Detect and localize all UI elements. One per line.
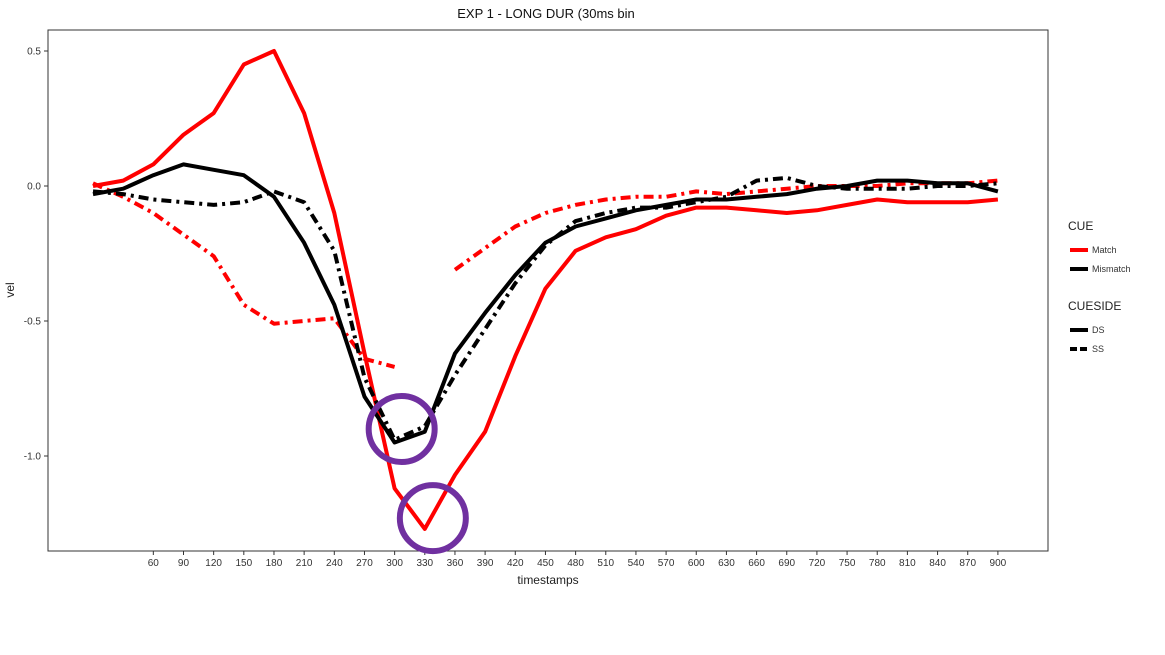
series-line-mismatch-ss <box>92 175 999 442</box>
series-line-match-ds <box>92 49 999 531</box>
x-tick-label: 840 <box>929 558 946 569</box>
x-tick-label: 390 <box>477 558 494 569</box>
y-tick-label: -0.5 <box>24 317 42 328</box>
x-tick-label: 720 <box>809 558 826 569</box>
chart-title: EXP 1 - LONG DUR (30ms bin <box>457 6 634 21</box>
x-axis: 60 90 120 150 180 210 240 270 300 330 360 390 420 450… <box>148 551 1007 569</box>
series-line-match-ss <box>453 178 999 272</box>
x-tick-label: 750 <box>839 558 856 569</box>
legend-title-cueside: CUESIDE <box>1068 299 1121 313</box>
x-tick-label: 60 <box>148 558 160 569</box>
plot-frame <box>47 29 1049 552</box>
x-tick-label: 150 <box>235 558 252 569</box>
legend-title-cue: CUE <box>1068 219 1093 233</box>
highlight-circle <box>396 482 469 555</box>
x-tick-label: 180 <box>266 558 283 569</box>
series-line-mismatch-ds <box>92 162 999 445</box>
y-axis-title: vel <box>3 282 17 297</box>
x-tick-label: 690 <box>778 558 795 569</box>
x-tick-label: 540 <box>628 558 645 569</box>
y-axis: 0.5 0.0 -0.5 -1.0 <box>24 47 48 463</box>
x-axis-title: timestamps <box>517 573 578 587</box>
x-tick-label: 870 <box>959 558 976 569</box>
x-tick-label: 450 <box>537 558 554 569</box>
x-tick-label: 90 <box>178 558 190 569</box>
x-tick-label: 780 <box>869 558 886 569</box>
x-tick-label: 630 <box>718 558 735 569</box>
x-tick-label: 420 <box>507 558 524 569</box>
x-tick-label: 480 <box>567 558 584 569</box>
x-tick-label: 210 <box>296 558 313 569</box>
y-tick-label: 0.5 <box>27 47 41 58</box>
x-tick-label: 510 <box>597 558 614 569</box>
highlight-circle <box>365 393 438 465</box>
x-tick-label: 900 <box>990 558 1007 569</box>
x-tick-label: 360 <box>447 558 464 569</box>
x-tick-label: 300 <box>386 558 403 569</box>
x-tick-label: 270 <box>356 558 373 569</box>
legend-label-match: Match <box>1092 245 1117 255</box>
legend: CUE Match Mismatch CUESIDE DS SS <box>1068 219 1131 354</box>
y-tick-label: 0.0 <box>27 182 41 193</box>
y-tick-label: -1.0 <box>24 452 42 463</box>
x-tick-label: 240 <box>326 558 343 569</box>
series-layer <box>92 49 999 531</box>
x-tick-label: 330 <box>416 558 433 569</box>
x-tick-label: 810 <box>899 558 916 569</box>
x-tick-label: 570 <box>658 558 675 569</box>
legend-label-ds: DS <box>1092 325 1105 335</box>
x-tick-label: 660 <box>748 558 765 569</box>
x-tick-label: 120 <box>205 558 222 569</box>
series-line-match-ss <box>92 181 396 369</box>
annotation-layer <box>365 393 469 555</box>
legend-label-ss: SS <box>1092 344 1104 354</box>
x-tick-label: 600 <box>688 558 705 569</box>
legend-label-mismatch: Mismatch <box>1092 264 1131 274</box>
